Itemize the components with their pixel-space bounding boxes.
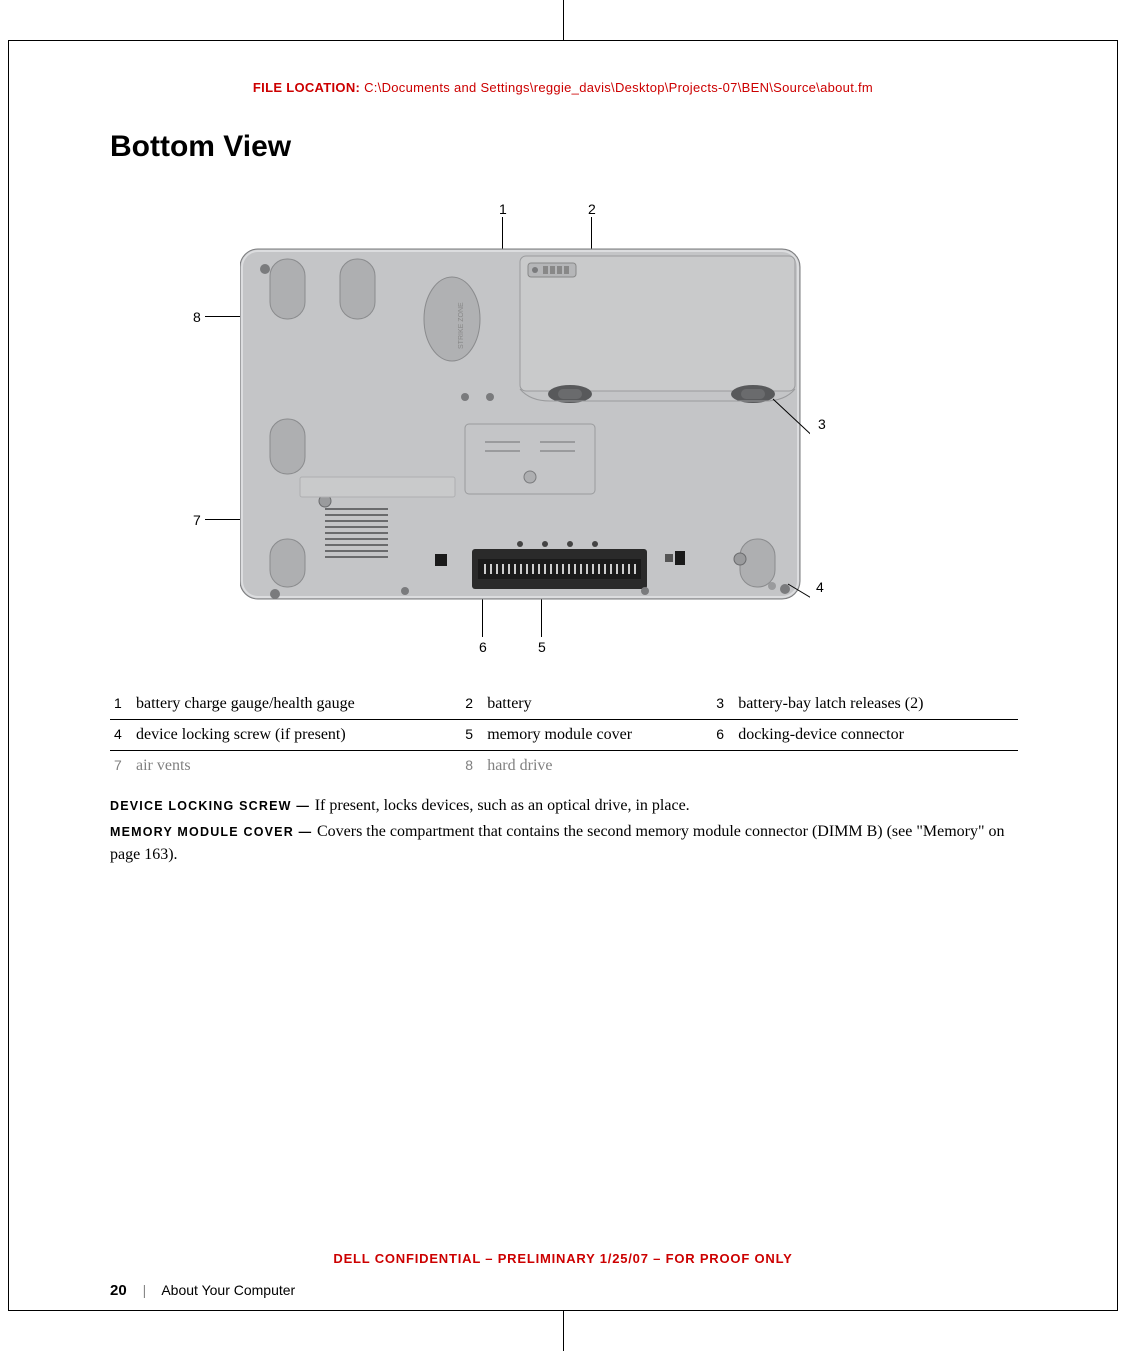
footer-confidential: DELL CONFIDENTIAL – PRELIMINARY 1/25/07 …	[0, 1251, 1126, 1266]
legend-num	[712, 751, 734, 782]
definitions-block: DEVICE LOCKING SCREW — If present, locks…	[110, 795, 1018, 866]
legend-num: 8	[461, 751, 483, 782]
legend-desc: device locking screw (if present)	[132, 720, 461, 751]
legend-num: 3	[712, 689, 734, 720]
definition-item: DEVICE LOCKING SCREW — If present, locks…	[110, 795, 1018, 817]
legend-desc: battery charge gauge/health gauge	[132, 689, 461, 720]
callout-legend-table: 1 battery charge gauge/health gauge 2 ba…	[110, 689, 1018, 781]
legend-desc: battery-bay latch releases (2)	[734, 689, 1018, 720]
callout-2: 2	[588, 201, 596, 217]
legend-num: 4	[110, 720, 132, 751]
file-location-header: FILE LOCATION: C:\Documents and Settings…	[0, 80, 1126, 95]
table-row: 7 air vents 8 hard drive	[110, 751, 1018, 782]
svg-text:STRIKE ZONE: STRIKE ZONE	[458, 302, 465, 349]
legend-desc: docking-device connector	[734, 720, 1018, 751]
table-row: 1 battery charge gauge/health gauge 2 ba…	[110, 689, 1018, 720]
callout-6: 6	[479, 639, 487, 655]
definition-item: MEMORY MODULE COVER — Covers the compart…	[110, 821, 1018, 866]
callout-1: 1	[499, 201, 507, 217]
callout-4: 4	[816, 579, 824, 595]
legend-desc: hard drive	[483, 751, 712, 782]
legend-num: 7	[110, 751, 132, 782]
callout-3: 3	[818, 416, 826, 432]
legend-desc: memory module cover	[483, 720, 712, 751]
laptop-bottom-svg: STRIKE ZONE	[240, 229, 810, 604]
definition-term: MEMORY MODULE COVER —	[110, 825, 317, 839]
legend-desc	[734, 751, 1018, 782]
leader-6	[482, 599, 483, 637]
legend-desc: air vents	[132, 751, 461, 782]
main-content: Bottom View 1 2 3 4 5 6 7 8	[110, 130, 1018, 870]
file-location-label: FILE LOCATION:	[253, 80, 360, 95]
chapter-title: About Your Computer	[161, 1282, 295, 1298]
table-row: 4 device locking screw (if present) 5 me…	[110, 720, 1018, 751]
footer-page-info: 20 | About Your Computer	[110, 1282, 295, 1299]
legend-num: 5	[461, 720, 483, 751]
bottom-view-diagram: 1 2 3 4 5 6 7 8	[110, 189, 1010, 669]
legend-desc: battery	[483, 689, 712, 720]
section-title: Bottom View	[110, 130, 1018, 164]
footer-separator: |	[143, 1282, 147, 1298]
legend-num: 2	[461, 689, 483, 720]
legend-num: 6	[712, 720, 734, 751]
definition-term: DEVICE LOCKING SCREW —	[110, 799, 315, 813]
callout-5: 5	[538, 639, 546, 655]
callout-7: 7	[193, 512, 201, 528]
crop-mark-top	[563, 0, 564, 40]
definition-body: If present, locks devices, such as an op…	[315, 797, 690, 814]
leader-5	[541, 599, 542, 637]
crop-mark-bottom	[563, 1311, 564, 1351]
legend-num: 1	[110, 689, 132, 720]
callout-8: 8	[193, 309, 201, 325]
file-location-path: C:\Documents and Settings\reggie_davis\D…	[364, 80, 873, 95]
page-number: 20	[110, 1282, 127, 1299]
